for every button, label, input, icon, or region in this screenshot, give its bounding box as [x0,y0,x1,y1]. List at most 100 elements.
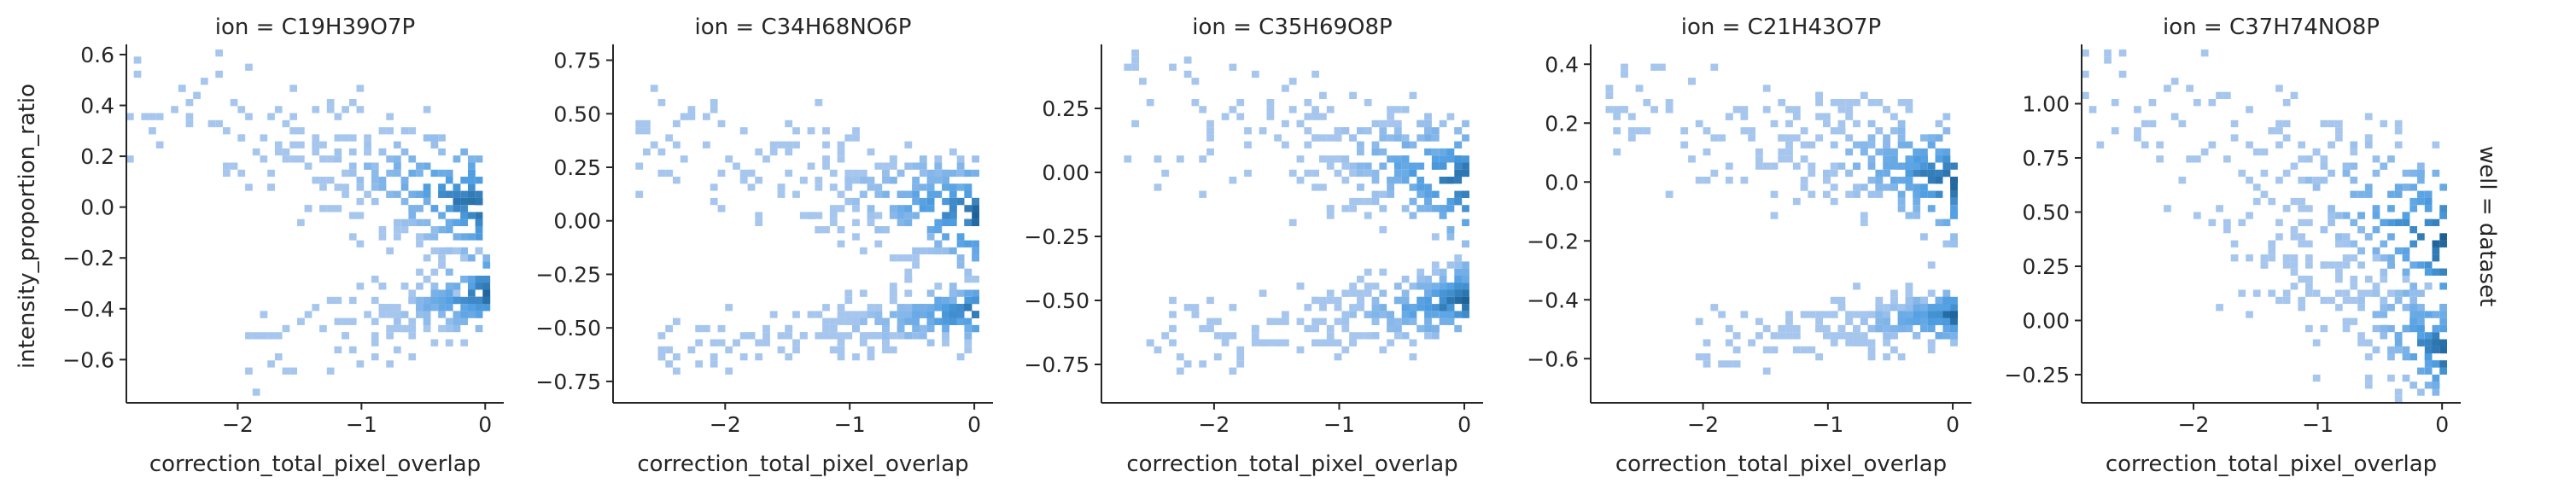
histogram-cell [1387,113,1394,120]
histogram-cell [956,169,965,178]
histogram-cell [260,332,268,340]
histogram-cell [1920,296,1928,305]
histogram-cell [2417,177,2425,184]
x-tick-label: 0 [967,412,981,437]
histogram-cell [1454,127,1463,135]
histogram-cell [378,177,387,184]
histogram-cell [799,177,808,184]
histogram-cell [807,311,815,318]
histogram-cell [1439,296,1447,305]
histogram-cell [942,311,949,318]
histogram-cell [1845,106,1854,114]
histogram-cell [1860,311,1868,318]
histogram-cell [2208,99,2217,107]
histogram-cell [1431,304,1440,312]
histogram-cell [1462,155,1469,163]
histogram-cell [468,311,476,318]
histogram-cell [1800,127,1808,135]
histogram-cell [1454,268,1463,276]
histogram-cell [2290,91,2299,99]
histogram-cell [445,205,453,213]
y-tick-label: 0.50 [553,102,601,126]
histogram-cell [126,155,134,163]
histogram-cell [1890,183,1898,191]
histogram-cell [1762,346,1771,354]
histogram-cell [972,276,979,283]
histogram-cell [2328,261,2335,269]
histogram-cell [342,134,349,142]
histogram-cell [1349,304,1357,312]
histogram-cell [1867,190,1876,198]
histogram-cell [1371,177,1380,184]
histogram-cell [1341,324,1350,333]
histogram-cell [141,113,149,120]
histogram-cell [1905,324,1913,333]
histogram-cell [1439,177,1447,184]
histogram-cell [882,169,890,178]
histogram-cell [430,339,439,346]
histogram-cell [1830,311,1838,318]
histogram-cell [2410,183,2417,191]
histogram-cell [964,169,973,178]
histogram-cell [665,324,674,333]
histogram-cell [460,197,468,206]
histogram-cell [430,226,439,234]
histogram-cell [1890,346,1898,354]
histogram-cell [829,317,838,325]
histogram-cell [416,311,423,318]
histogram-cell [949,304,957,312]
histogram-cell [1183,304,1192,312]
histogram-cell [1282,317,1289,325]
histogram-cell [2394,141,2403,148]
histogram-cell [1431,311,1440,318]
histogram-cell [1800,183,1808,191]
histogram-cell [926,324,935,333]
histogram-cell [1927,162,1936,170]
histogram-cell [1785,311,1793,318]
histogram-cell [1867,141,1876,148]
histogram-cell [326,155,335,163]
histogram-cell [942,339,949,346]
histogram-cell [2335,240,2343,248]
histogram-cell [1950,205,1958,213]
histogram-cell [1357,289,1364,297]
histogram-cell [348,162,357,170]
histogram-cell [468,304,476,312]
y-tick-label: −0.75 [535,370,601,394]
histogram-cell [1770,212,1779,219]
histogram-cell [1191,78,1200,85]
histogram-cell [1695,317,1703,325]
histogram-cell [1357,304,1364,312]
histogram-cell [319,183,327,191]
histogram-cell [1462,268,1469,276]
histogram-cell [319,141,327,148]
histogram-cell [1778,148,1786,156]
histogram-cell [423,304,431,312]
histogram-cell [1792,113,1801,120]
histogram-cell [1334,317,1342,325]
histogram-cell [972,155,979,163]
histogram-cell [430,134,439,142]
histogram-cell [2290,261,2299,269]
histogram-cell [1613,148,1621,156]
y-tick-label: 0.25 [2022,254,2070,279]
histogram-cell [2328,218,2335,226]
histogram-cell [874,311,883,318]
histogram-cell [2342,254,2351,262]
histogram-cell [1875,169,1884,178]
histogram-cell [1379,119,1387,128]
histogram-cell [1371,296,1380,305]
histogram-cell [371,162,379,170]
histogram-cell [394,317,401,325]
histogram-cell [1950,162,1958,170]
histogram-cell [1897,119,1906,128]
histogram-cell [1229,367,1237,375]
histogram-cell [453,289,461,297]
histogram-cell [2372,212,2380,219]
histogram-cell [2342,317,2351,325]
histogram-cell [1229,106,1237,114]
histogram-cell [2410,353,2417,361]
histogram-cell [1867,346,1876,354]
histogram-cell [1650,63,1658,71]
histogram-cell [1942,127,1951,135]
